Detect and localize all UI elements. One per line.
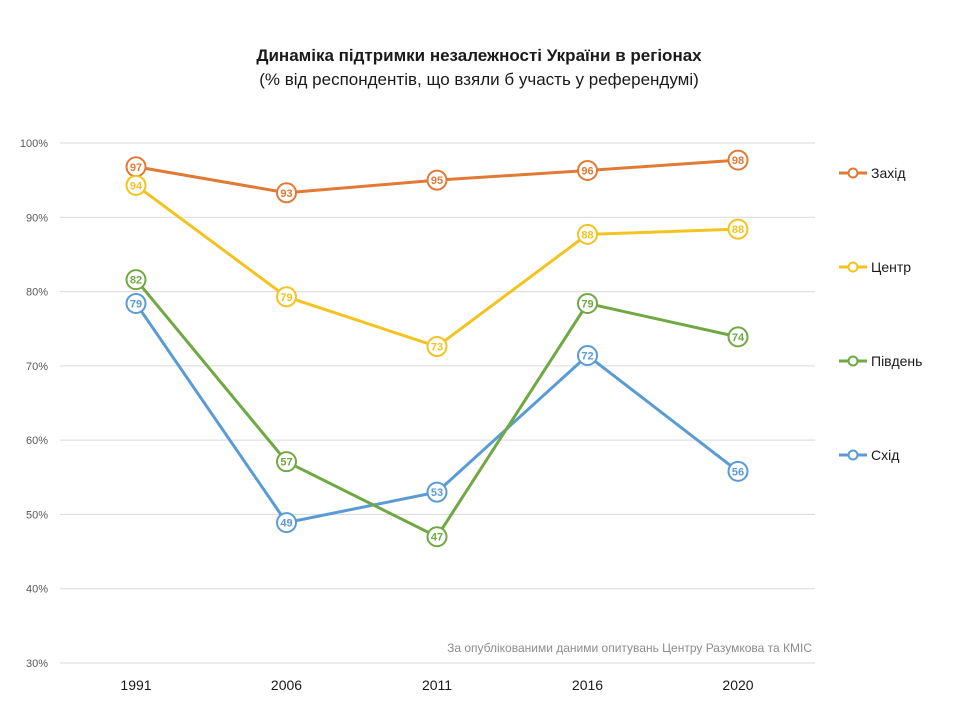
data-point: [125, 174, 147, 196]
data-point: [727, 460, 749, 482]
data-point: [426, 481, 448, 503]
legend-marker: [847, 355, 859, 367]
data-point: [727, 326, 749, 348]
data-label: 79: [280, 292, 292, 304]
data-label: 95: [431, 175, 443, 187]
data-point: [727, 149, 749, 171]
y-tick-label: 50%: [26, 509, 48, 521]
y-tick-label: 80%: [26, 287, 48, 299]
y-tick-label: 60%: [26, 435, 48, 447]
data-label: 88: [732, 224, 744, 236]
data-label: 96: [581, 165, 593, 177]
data-label: 47: [431, 532, 443, 544]
data-point: [276, 512, 297, 534]
source-note: За опублікованими даними опитувань Центр…: [447, 641, 812, 655]
data-label: 82: [130, 275, 142, 287]
data-label: 74: [732, 332, 745, 344]
data-point: [276, 286, 297, 308]
x-tick-label: 1991: [120, 677, 151, 693]
x-tick-label: 2011: [422, 677, 452, 693]
data-label: 79: [581, 298, 593, 310]
data-point: [426, 336, 448, 358]
data-point: [577, 159, 598, 181]
data-label: 94: [130, 180, 143, 192]
data-label: 97: [130, 162, 142, 174]
y-tick-label: 30%: [26, 658, 48, 670]
data-point: [276, 451, 297, 473]
y-tick-label: 40%: [26, 584, 48, 596]
data-point: [577, 223, 598, 245]
data-label: 88: [581, 229, 593, 241]
data-point: [125, 292, 147, 314]
x-tick-label: 2020: [722, 677, 753, 693]
x-tick-label: 2006: [271, 677, 302, 693]
chart-subtitle: (% від респондентів, що взяли б участь у…: [259, 70, 699, 89]
y-tick-label: 100%: [20, 138, 48, 150]
legend-marker: [847, 167, 859, 179]
series-line: [135, 184, 739, 349]
legend-label: Захід: [871, 165, 906, 181]
data-label: 53: [431, 487, 443, 499]
data-label: 73: [431, 342, 443, 354]
y-tick-label: 70%: [26, 361, 48, 373]
data-label: 98: [732, 155, 744, 167]
y-tick-label: 90%: [26, 212, 48, 224]
legend-marker: [847, 449, 859, 461]
data-label: 49: [280, 518, 292, 530]
data-point: [426, 169, 448, 191]
data-label: 56: [732, 466, 744, 478]
data-label: 57: [280, 457, 292, 469]
chart-title: Динаміка підтримки незалежності України …: [256, 46, 702, 65]
data-point: [727, 218, 749, 240]
data-point: [276, 182, 297, 204]
legend-label: Південь: [871, 353, 922, 369]
x-tick-label: 2016: [572, 677, 603, 693]
data-point: [577, 292, 598, 314]
legend-label: Схід: [871, 447, 899, 463]
data-label: 79: [130, 298, 142, 310]
data-label: 93: [280, 188, 292, 200]
data-point: [125, 269, 147, 291]
data-point: [577, 344, 598, 366]
data-label: 72: [581, 350, 593, 362]
legend-label: Центр: [871, 259, 911, 275]
legend-marker: [847, 261, 859, 273]
data-point: [426, 526, 448, 548]
